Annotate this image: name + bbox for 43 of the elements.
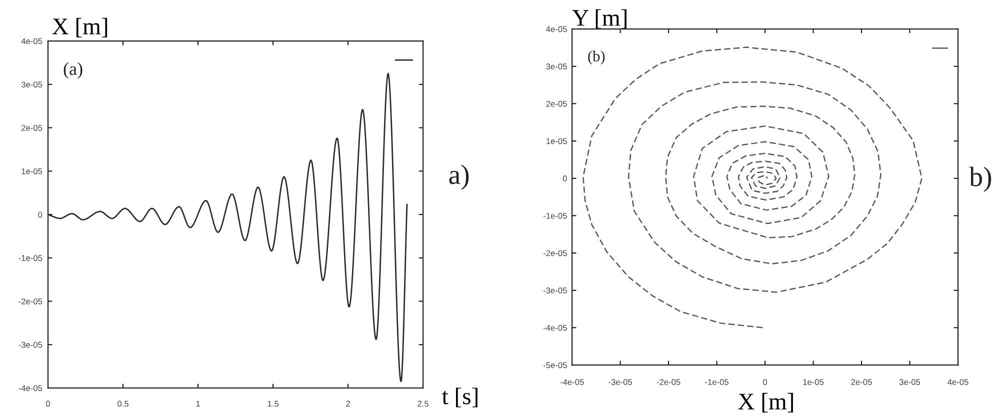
x-tick-label: 0 <box>46 400 50 407</box>
x-axis-title: X [m] <box>738 392 793 412</box>
y-tick-label: -3e-05 <box>18 342 42 348</box>
y-tick-label: 0 <box>562 176 567 182</box>
x-tick-label: -4e-05 <box>560 379 584 386</box>
annotation: (b) <box>588 50 605 64</box>
text: b) <box>969 166 992 192</box>
y-tick-label: 0 <box>38 212 42 218</box>
text: a) <box>449 164 469 190</box>
y-tick-label: -4e-05 <box>18 385 42 392</box>
x-tick-label: 4e-05 <box>948 379 968 386</box>
y-tick-label: 3e-05 <box>546 64 567 70</box>
y-tick-label: -3e-05 <box>543 288 567 294</box>
x-tick-label: 0 <box>763 379 768 386</box>
annotation: (a) <box>64 62 82 79</box>
y-tick-label: -5e-05 <box>543 362 567 368</box>
x-tick-label: -2e-05 <box>656 379 680 386</box>
y-tick-label: -1e-05 <box>543 212 567 219</box>
x-tick-label: 2.5 <box>418 400 428 407</box>
x-tick-label: 2e-05 <box>851 379 872 386</box>
y-tick-label: 4e-05 <box>546 26 567 32</box>
x-axis-title: t [s] <box>442 388 478 408</box>
y-tick-label: 3e-05 <box>21 82 42 88</box>
y-tick-label: 2e-05 <box>22 124 42 131</box>
y-axis-title: Y [m] <box>572 9 626 29</box>
y-tick-label: 1e-05 <box>22 168 42 174</box>
x-tick-label: 0.5 <box>118 400 128 407</box>
y-tick-label: -1e-05 <box>18 255 42 261</box>
x-tick-label: -1e-05 <box>705 379 728 386</box>
y-tick-label: -2e-05 <box>18 298 42 304</box>
x-tick-label: 1e-05 <box>803 379 824 386</box>
y-tick-label: -2e-05 <box>543 250 567 256</box>
y-axis-title: X [m] <box>52 18 108 38</box>
x-tick-label: -3e-05 <box>608 379 632 386</box>
x-tick-label: 2 <box>346 400 350 407</box>
y-tick-label: 2e-05 <box>546 100 567 107</box>
y-tick-label: 1e-05 <box>546 138 567 144</box>
x-tick-label: 3e-05 <box>899 379 920 386</box>
x-tick-label: 1 <box>196 400 200 407</box>
y-tick-label: 4e-05 <box>21 38 42 44</box>
y-tick-label: -4e-05 <box>543 324 567 331</box>
x-tick-label: 1.5 <box>268 400 278 407</box>
line-series <box>582 46 922 328</box>
